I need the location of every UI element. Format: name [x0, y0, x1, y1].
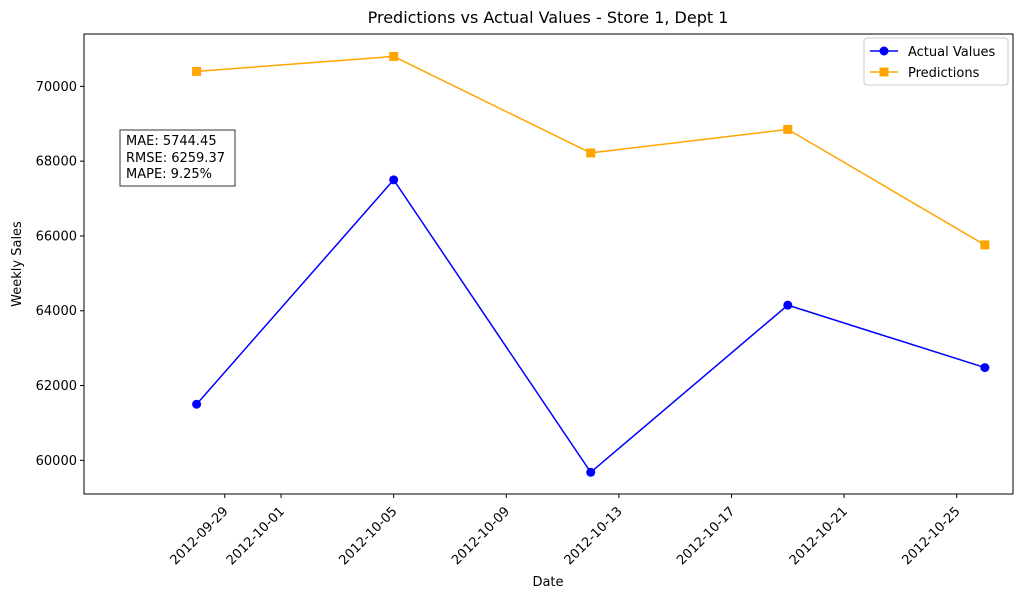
legend-label-predictions: Predictions — [908, 66, 980, 81]
data-point-actual — [389, 175, 399, 185]
x-tick-label: 2012-10-25 — [899, 504, 963, 568]
y-tick-label: 60000 — [36, 454, 77, 469]
data-point-actual — [783, 300, 793, 310]
y-axis-label: Weekly Sales — [10, 221, 25, 307]
y-tick-label: 70000 — [36, 80, 77, 95]
metrics-annotation-box — [119, 129, 236, 187]
series-line-actual — [196, 178, 986, 474]
data-point-predictions — [980, 240, 990, 250]
x-tick-label: 2012-10-01 — [224, 504, 288, 568]
legend: Actual Values Predictions — [863, 37, 1009, 86]
chart-title: Predictions vs Actual Values - Store 1, … — [368, 8, 729, 27]
legend-label-actual: Actual Values — [908, 45, 996, 60]
data-point-predictions — [586, 148, 596, 158]
plot-frame — [83, 33, 1014, 495]
y-tick-label: 62000 — [36, 379, 77, 394]
x-tick-label: 2012-10-13 — [562, 504, 626, 568]
y-axis: 60000 62000 64000 66000 68000 70000 — [36, 80, 84, 469]
x-tick-label: 2012-10-21 — [787, 504, 851, 568]
legend-marker-actual — [879, 46, 889, 56]
plot-area — [83, 33, 1014, 495]
x-axis-label: Date — [532, 575, 563, 590]
data-point-predictions — [389, 51, 399, 61]
x-tick-label: 2012-10-05 — [336, 504, 400, 568]
x-tick-label: 2012-09-29 — [168, 504, 232, 568]
metrics-annotation: MAE: 5744.45 RMSE: 6259.37 MAPE: 9.25% — [119, 129, 236, 187]
metric-mape: MAPE: 9.25% — [126, 167, 212, 182]
series-layer — [192, 51, 990, 477]
data-point-actual — [586, 467, 596, 477]
data-point-predictions — [192, 66, 202, 76]
y-tick-label: 68000 — [36, 155, 77, 170]
metric-rmse: RMSE: 6259.37 — [126, 151, 225, 166]
y-tick-label: 66000 — [36, 229, 77, 244]
y-tick-label: 64000 — [36, 304, 77, 319]
legend-marker-predictions — [879, 67, 889, 77]
metric-mae: MAE: 5744.45 — [126, 134, 217, 149]
data-point-actual — [192, 399, 202, 409]
x-tick-label: 2012-10-09 — [449, 504, 513, 568]
legend-frame — [863, 37, 1009, 86]
data-point-predictions — [783, 124, 793, 134]
data-point-actual — [980, 363, 990, 373]
x-tick-label: 2012-10-17 — [674, 504, 738, 568]
